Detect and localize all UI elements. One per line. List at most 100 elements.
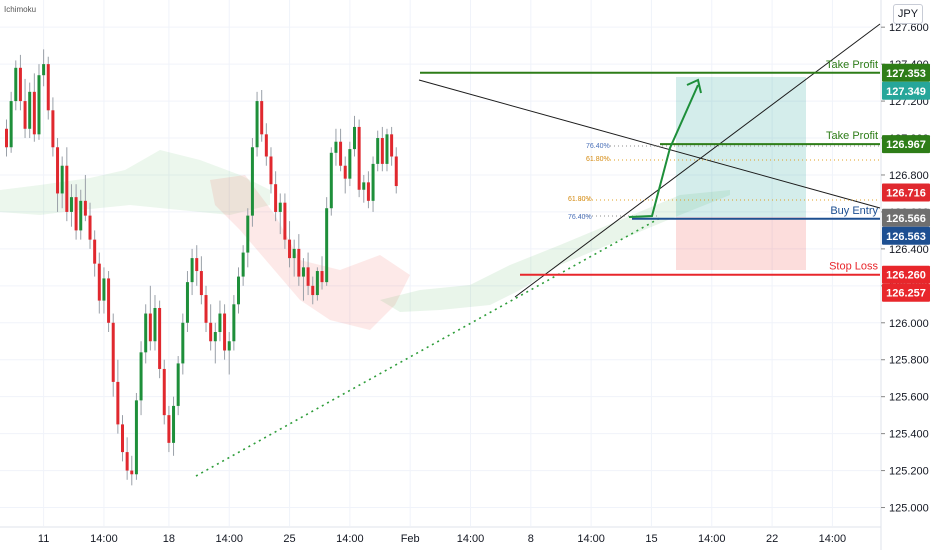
candle xyxy=(362,174,366,203)
candle-body xyxy=(246,215,250,253)
candle xyxy=(5,119,8,157)
candle xyxy=(199,256,203,305)
candle xyxy=(79,189,83,240)
candle xyxy=(107,271,111,333)
candle-body xyxy=(42,64,46,76)
candle-body xyxy=(264,134,268,157)
tag-level-alt-3-bg xyxy=(882,283,930,302)
x-tick-label: 14:00 xyxy=(577,533,605,545)
level-label-1: Take Profit xyxy=(826,130,878,142)
x-tick-label: 25 xyxy=(283,533,295,545)
candle-body xyxy=(227,341,231,351)
candle-body xyxy=(325,208,329,283)
candle-body xyxy=(162,368,166,416)
tag-level-alt-2: 126.566 xyxy=(882,208,930,227)
tag-level-1: 126.967 xyxy=(882,135,930,154)
candle xyxy=(181,313,185,375)
candle xyxy=(306,252,310,296)
candle xyxy=(148,285,152,351)
level-label-0: Take Profit xyxy=(826,59,878,71)
candle-body xyxy=(79,200,83,231)
x-tick-label: 15 xyxy=(645,533,657,545)
candle-body xyxy=(315,271,319,296)
trendlines xyxy=(195,23,881,477)
candle xyxy=(274,171,278,222)
price-tags: 127.353 127.349 126.967 126.566 126.563 126.2… xyxy=(882,63,930,302)
candle xyxy=(297,234,301,286)
candle-body xyxy=(134,400,138,475)
fib-label-1: 61.80% xyxy=(586,156,610,163)
tag-level-alt-2-text: 126.566 xyxy=(886,213,926,225)
candle xyxy=(102,267,106,314)
candle-body xyxy=(181,322,185,364)
candle xyxy=(376,130,380,172)
tag-level-0-text: 127.353 xyxy=(886,68,926,80)
candle xyxy=(14,60,18,111)
candle-body xyxy=(9,101,13,148)
candle xyxy=(353,115,356,157)
profit-zone xyxy=(676,77,806,217)
candle xyxy=(93,230,97,277)
candle-body xyxy=(274,184,278,212)
tag-current-price-bg xyxy=(882,183,930,202)
candle-body xyxy=(339,141,343,166)
candle xyxy=(283,193,287,249)
candle xyxy=(218,300,222,342)
tag-level-2-bg xyxy=(882,226,930,245)
candle xyxy=(37,64,41,140)
candle-body xyxy=(172,405,176,443)
candle-body xyxy=(37,75,41,135)
candle xyxy=(125,437,129,480)
candle xyxy=(83,174,87,222)
candle xyxy=(144,304,148,364)
candle xyxy=(88,202,92,249)
candle-body xyxy=(125,452,129,471)
candle-body xyxy=(390,134,394,157)
candle-body xyxy=(283,202,287,240)
candle-body xyxy=(121,424,124,453)
candle-body xyxy=(46,64,50,111)
level-label-3: Stop Loss xyxy=(829,261,878,273)
candle-body xyxy=(269,156,273,185)
tag-current-price: 126.716 xyxy=(882,183,930,202)
candle xyxy=(334,128,338,166)
time-axis-bg xyxy=(0,527,932,550)
x-tick-label: 14:00 xyxy=(336,533,364,545)
candle-body xyxy=(32,91,36,135)
candle xyxy=(209,304,213,351)
candle xyxy=(385,128,389,172)
tag-level-alt-0-text: 127.349 xyxy=(886,86,926,98)
tag-level-alt-3: 126.257 xyxy=(882,283,930,302)
y-tick-label: 125.200 xyxy=(889,466,929,478)
candle xyxy=(158,300,162,379)
currency-selector[interactable]: JPY xyxy=(893,4,923,24)
fib-label-2: 61.80% xyxy=(568,196,592,203)
arrow-head-icon xyxy=(686,78,702,94)
position-zones xyxy=(676,77,806,270)
candle xyxy=(348,141,352,187)
x-tick-label: 14:00 xyxy=(698,533,726,545)
candlesticks xyxy=(5,49,398,486)
candle xyxy=(195,245,199,286)
tag-level-3-text: 126.260 xyxy=(886,270,926,282)
loss-zone xyxy=(676,217,806,270)
tag-level-alt-2-bg xyxy=(882,208,930,227)
x-tick-label: Feb xyxy=(401,533,420,545)
fib-label-0: 76.40% xyxy=(586,143,610,150)
candle xyxy=(42,49,46,87)
y-tick-label: 126.400 xyxy=(889,244,929,256)
candle-body xyxy=(14,67,18,102)
candle xyxy=(329,147,333,216)
x-tick-label: 11 xyxy=(38,533,49,545)
cloud-red-middle xyxy=(210,175,410,330)
candle xyxy=(255,91,259,157)
candle-body xyxy=(199,271,203,296)
candle xyxy=(241,245,245,286)
candle-body xyxy=(69,197,73,212)
candle-body xyxy=(190,258,194,283)
candle xyxy=(167,405,171,453)
candle-body xyxy=(376,138,380,164)
candle xyxy=(278,193,282,235)
candle-body xyxy=(353,126,356,150)
